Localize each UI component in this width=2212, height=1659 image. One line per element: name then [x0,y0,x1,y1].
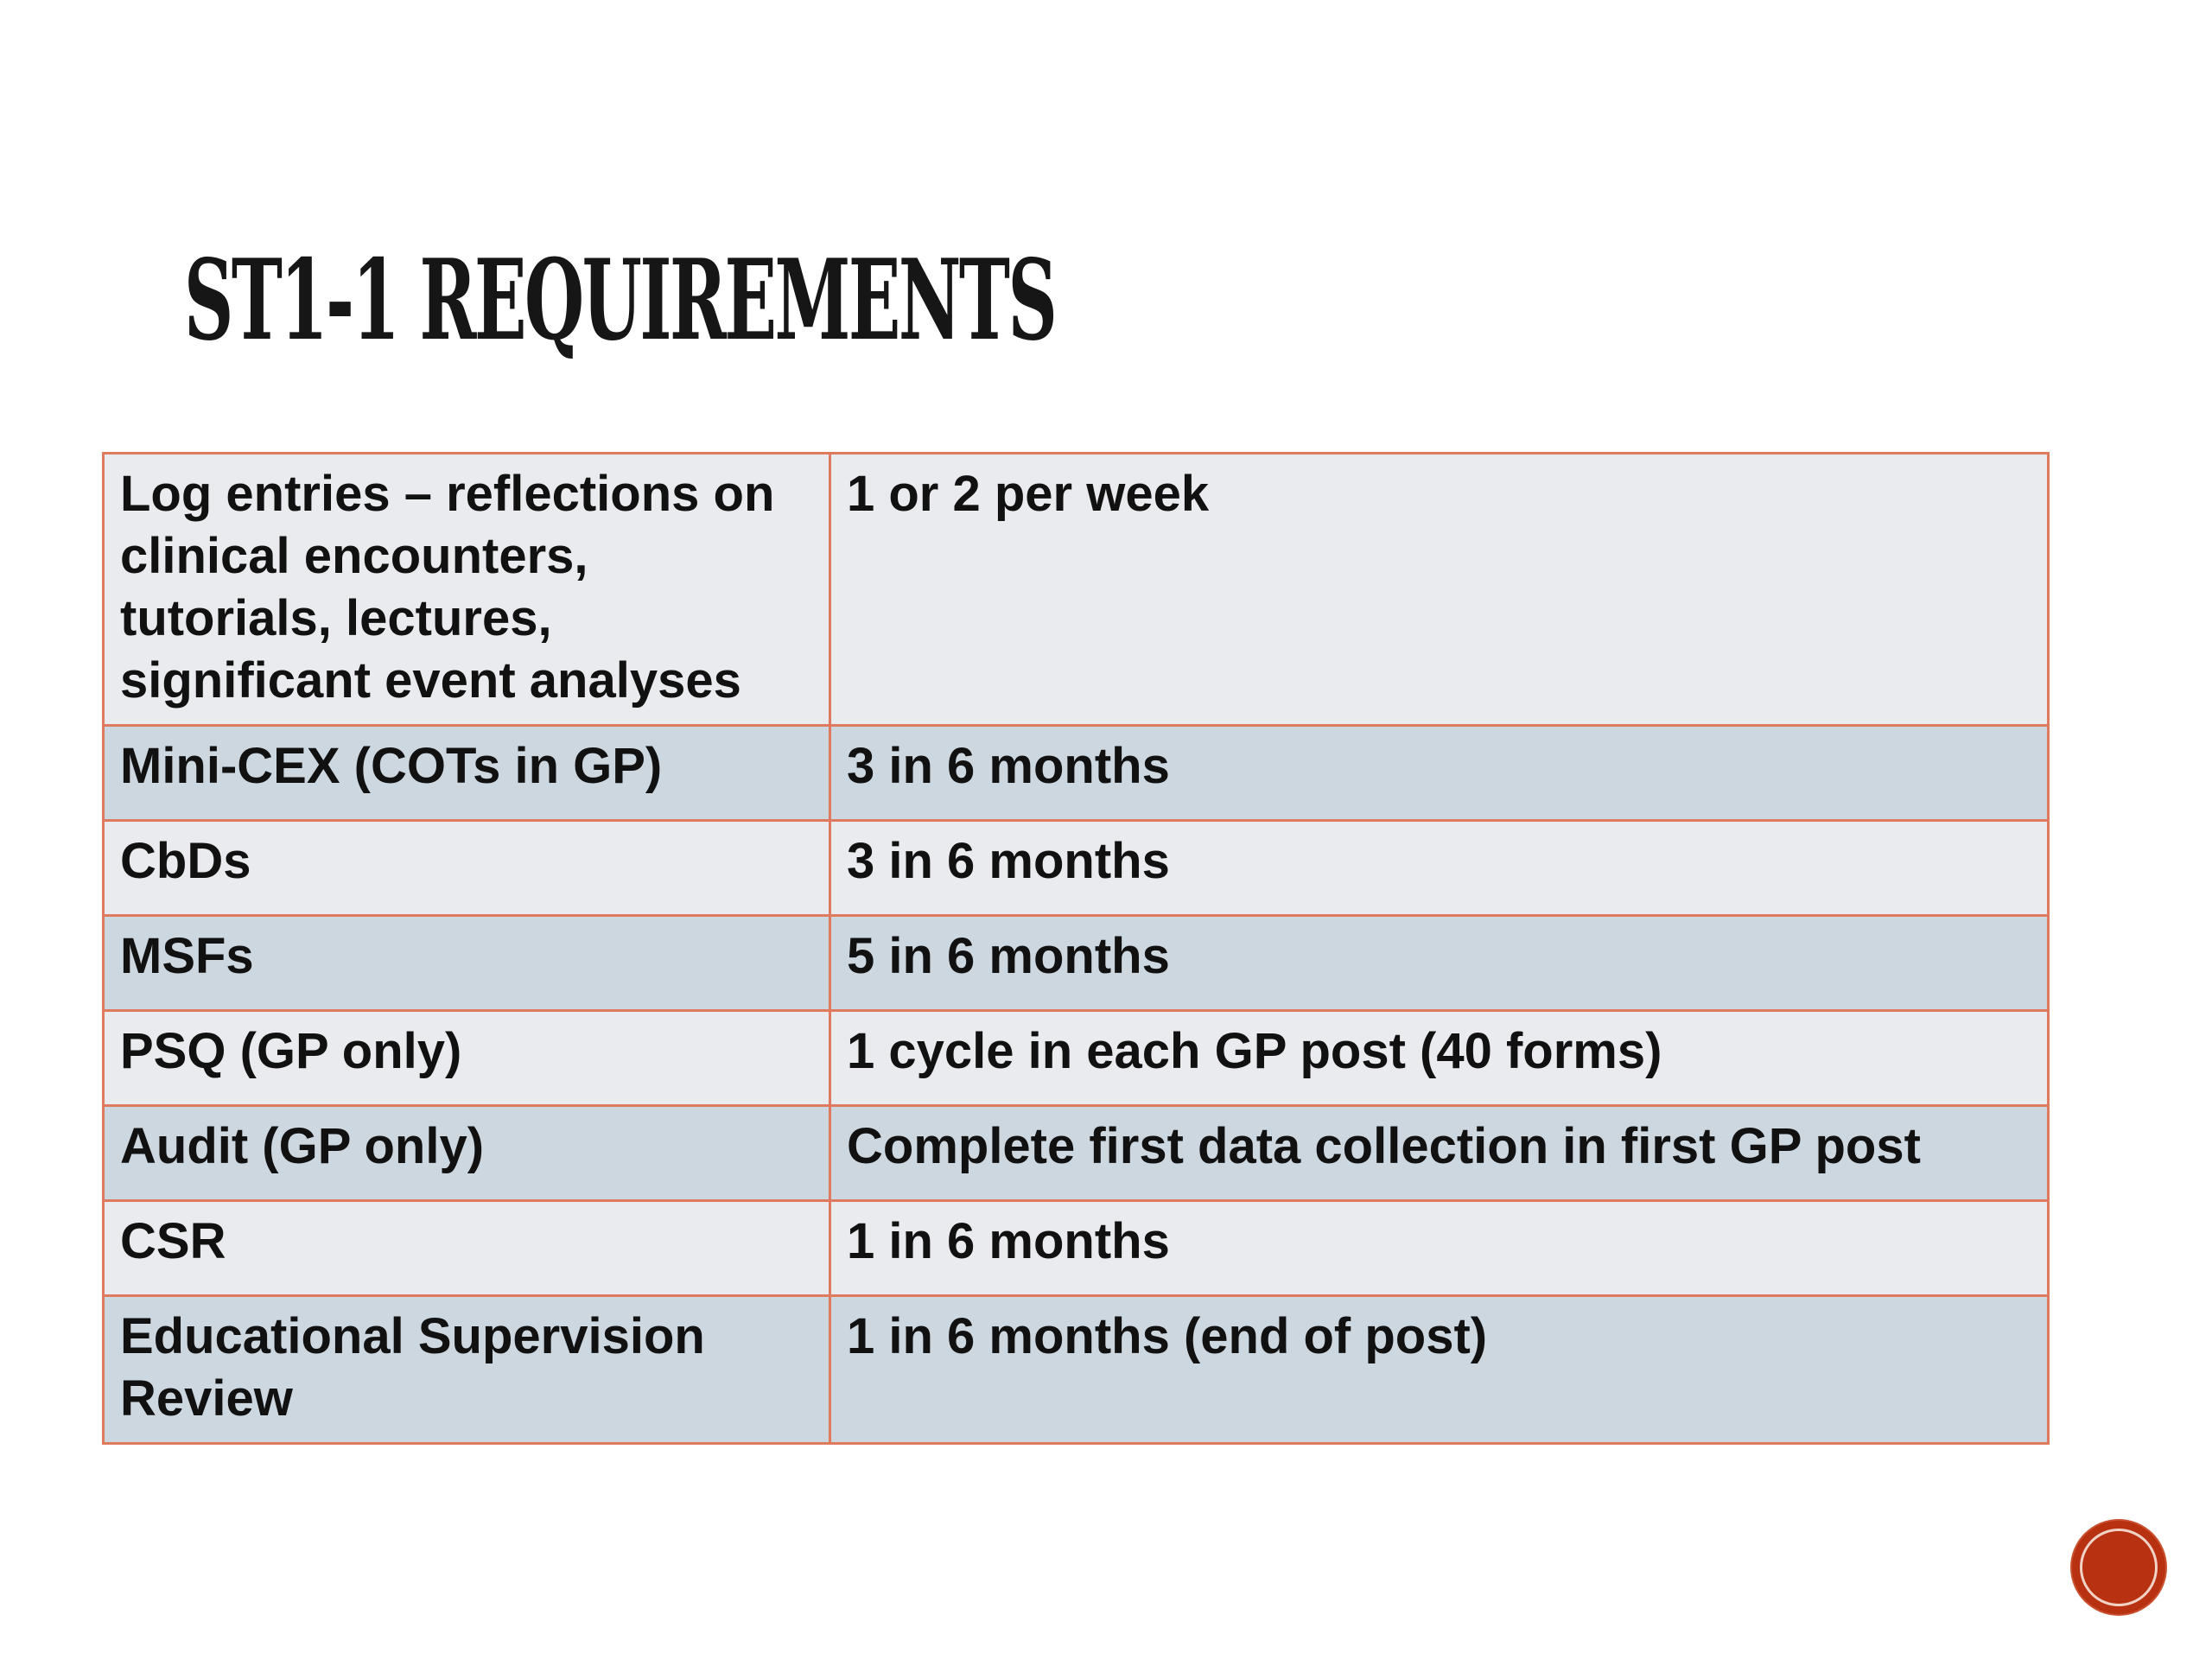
table-row: MSFs 5 in 6 months [102,914,2050,1012]
requirement-cell: 1 cycle in each GP post (40 forms) [829,1009,2050,1107]
item-cell: CbDs [102,819,831,917]
table-row: Audit (GP only) Complete first data coll… [102,1104,2050,1202]
red-circle-badge-icon [2072,1521,2165,1614]
requirement-cell: 1 in 6 months [829,1199,2050,1297]
table-row: CbDs 3 in 6 months [102,819,2050,917]
requirement-cell: Complete first data collection in first … [829,1104,2050,1202]
requirement-cell: 1 or 2 per week [829,452,2050,727]
item-cell: MSFs [102,914,831,1012]
table-row: CSR 1 in 6 months [102,1199,2050,1297]
item-cell: Audit (GP only) [102,1104,831,1202]
table-row: Mini-CEX (COTs in GP) 3 in 6 months [102,724,2050,822]
item-cell: CSR [102,1199,831,1297]
item-cell: Educational Supervision Review [102,1294,831,1445]
requirement-cell: 3 in 6 months [829,819,2050,917]
table-row: PSQ (GP only) 1 cycle in each GP post (4… [102,1009,2050,1107]
table-row: Log entries – reflections on clinical en… [102,452,2050,727]
requirement-cell: 1 in 6 months (end of post) [829,1294,2050,1445]
item-cell: PSQ (GP only) [102,1009,831,1107]
requirements-table: Log entries – reflections on clinical en… [102,452,2050,1445]
slide-title: ST1-1 REQUIREMENTS [184,236,1058,365]
item-cell: Mini-CEX (COTs in GP) [102,724,831,822]
item-cell: Log entries – reflections on clinical en… [102,452,831,727]
requirement-cell: 5 in 6 months [829,914,2050,1012]
table-row: Educational Supervision Review 1 in 6 mo… [102,1294,2050,1445]
requirement-cell: 3 in 6 months [829,724,2050,822]
